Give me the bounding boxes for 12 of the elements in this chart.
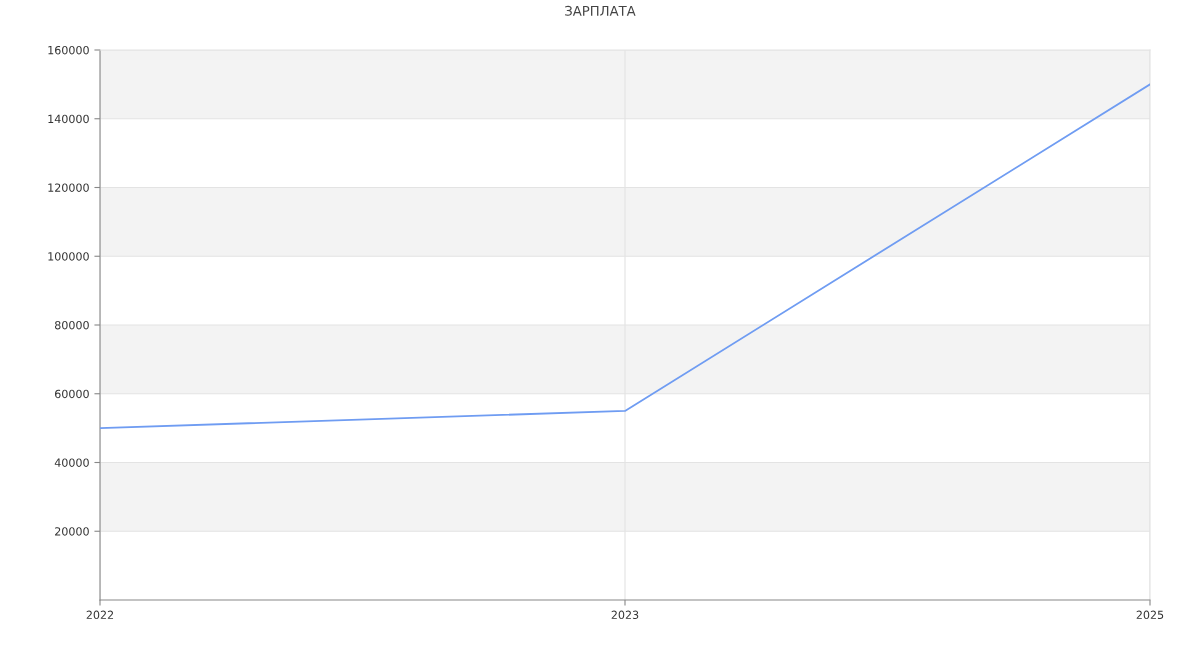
x-tick-label: 2025 bbox=[1136, 610, 1164, 620]
y-tick-label: 100000 bbox=[48, 252, 89, 261]
x-tick-label: 2023 bbox=[611, 610, 639, 620]
chart-title: ЗАРПЛАТА bbox=[565, 5, 636, 16]
y-tick-label: 40000 bbox=[54, 458, 89, 467]
y-tick-label: 120000 bbox=[48, 183, 89, 192]
y-tick-label: 140000 bbox=[48, 114, 89, 124]
y-tick-label: 60000 bbox=[55, 389, 89, 399]
y-tick-label: 80000 bbox=[54, 320, 89, 330]
y-tick-label: 20000 bbox=[55, 527, 89, 536]
x-tick-label: 2022 bbox=[86, 610, 114, 620]
y-tick-label: 160000 bbox=[48, 45, 89, 55]
